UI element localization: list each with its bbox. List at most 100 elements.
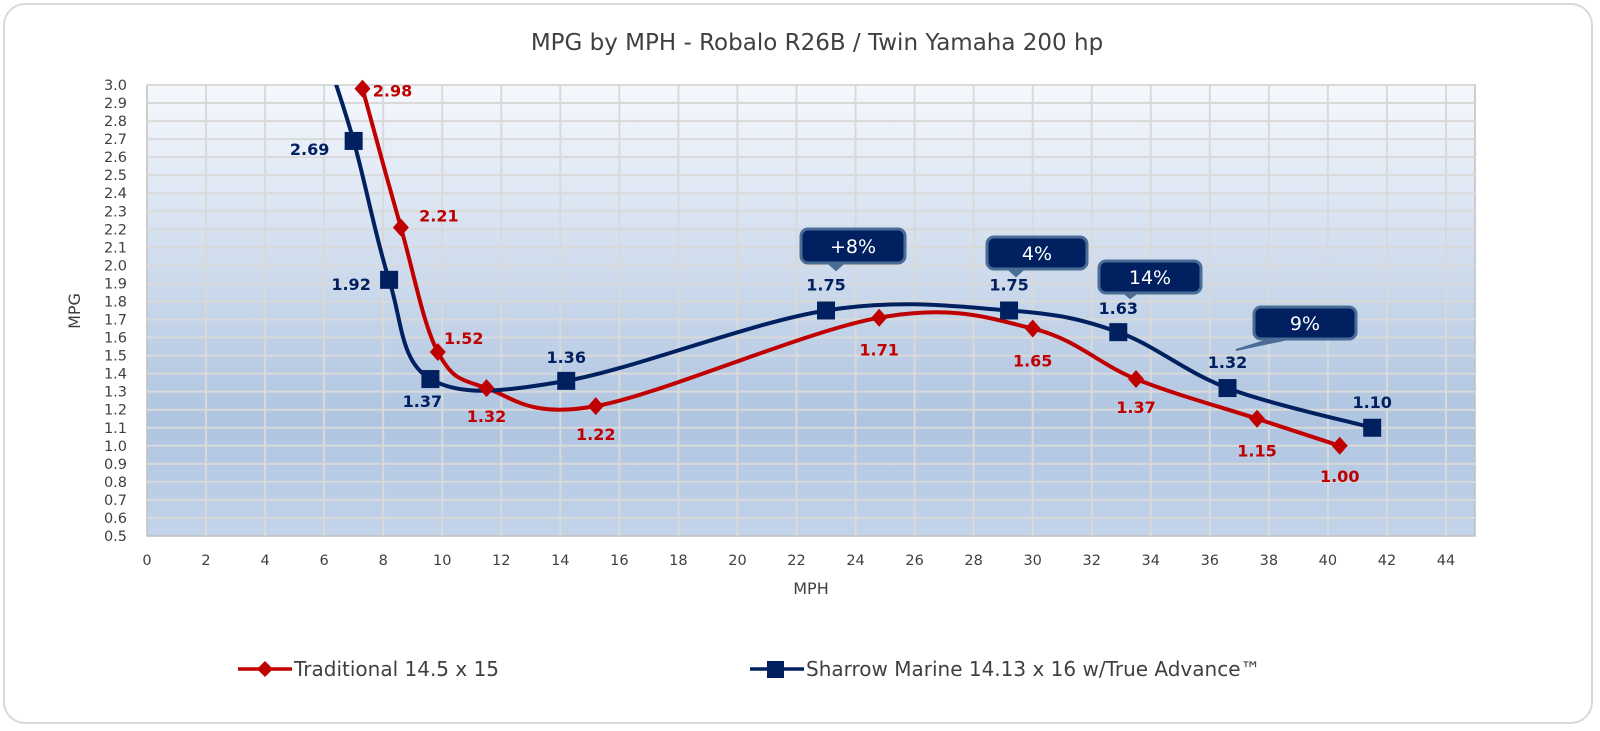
callout-box: 14% [1097,259,1203,300]
data-label: 1.32 [467,407,506,426]
y-tick-label: 1.9 [104,276,127,292]
markers-layer [344,79,1382,455]
x-tick-label: 20 [728,553,746,569]
data-point-square [380,270,399,289]
data-label: 1.32 [1208,353,1247,372]
legend: Traditional 14.5 x 15 Sharrow Marine 14.… [238,657,1261,681]
data-label: 1.00 [1320,467,1359,486]
x-tick-label: 2 [201,553,210,569]
y-tick-label: 0.7 [104,493,127,509]
y-tick-label: 1.5 [104,349,127,365]
x-tick-label: 38 [1260,553,1278,569]
data-label: 1.63 [1099,299,1138,318]
x-tick-label: 24 [846,553,864,569]
data-point-square [1363,418,1382,437]
y-tick-label: 2.6 [104,150,127,166]
y-tick-label: 1.0 [104,439,127,455]
data-label: 1.52 [444,329,483,348]
data-point-square [1000,301,1019,320]
y-tick-label: 2.9 [104,96,127,112]
data-label: 1.36 [546,348,585,367]
x-axis-ticks: 0 2 4 6 8 10 12 14 16 18 20 22 24 26 28 30 32 34 36 38 40 42 4… [142,553,1455,569]
data-label: 1.75 [806,276,845,295]
x-tick-label: 26 [905,553,923,569]
x-tick-label: 30 [1023,553,1041,569]
series-line-traditional [359,85,1341,448]
callout-body [985,235,1089,271]
data-point-square [421,370,440,389]
x-tick-label: 10 [433,553,451,569]
y-tick-label: 2.7 [104,132,127,148]
data-point-diamond [392,218,409,237]
callout-box: 4% [985,235,1089,278]
y-tick-label: 2.4 [104,186,127,202]
data-point-diamond [1128,370,1145,389]
callouts-layer: +8% 4% 14% 9% [799,227,1358,351]
callout-label: +8% [830,236,876,258]
x-tick-label: 12 [492,553,510,569]
data-point-square [817,301,836,320]
y-tick-label: 1.2 [104,403,127,419]
y-tick-label: 1.8 [104,294,127,310]
data-point-diamond [587,397,604,416]
callout-body [799,227,907,265]
series-line-sharrow [334,85,1373,430]
callout-body [1097,259,1203,295]
y-tick-label: 2.0 [104,258,127,274]
data-label: 1.92 [331,275,370,294]
callout-box: 9% [1235,305,1358,351]
y-axis-title: MPG [65,293,84,329]
x-tick-label: 40 [1319,553,1337,569]
y-tick-label: 1.7 [104,313,127,329]
y-tick-label: 3.0 [104,78,127,94]
data-point-diamond [871,308,888,327]
data-label: 2.21 [419,207,458,226]
data-label: 1.75 [989,276,1028,295]
data-point-square [557,371,576,390]
y-tick-label: 0.6 [104,511,127,527]
data-point-diamond [1249,409,1266,428]
y-tick-label: 1.3 [104,385,127,401]
y-tick-label: 2.8 [104,114,127,130]
data-label: 1.37 [1116,398,1155,417]
data-point-diamond [354,79,371,98]
y-tick-label: 0.9 [104,457,127,473]
series-layer [334,85,1373,448]
data-point-square [1218,379,1237,398]
data-point-diamond [429,342,446,361]
legend-item-sharrow[interactable]: Sharrow Marine 14.13 x 16 w/True Advance… [750,657,1261,681]
y-tick-label: 0.5 [104,529,127,545]
legend-square-icon [767,661,784,678]
x-tick-label: 36 [1201,553,1219,569]
data-label: 1.71 [859,341,898,360]
callout-box: +8% [799,227,907,272]
data-point-square [344,131,363,150]
data-point-square [1109,323,1128,342]
x-tick-label: 42 [1378,553,1396,569]
x-tick-label: 0 [142,553,151,569]
data-label: 1.37 [403,392,442,411]
y-tick-label: 2.2 [104,222,127,238]
data-labels-layer: 2.98 2.21 1.52 1.32 1.22 1.71 1.65 1.37 1.15 1.00… [290,82,1392,486]
data-label: 2.98 [373,82,412,101]
callout-label: 14% [1129,267,1171,289]
data-point-diamond [1024,319,1041,338]
callout-body [1252,305,1358,341]
data-point-diamond [1331,436,1348,455]
x-tick-label: 14 [551,553,569,569]
legend-item-traditional[interactable]: Traditional 14.5 x 15 [238,657,499,681]
data-label: 1.10 [1352,393,1391,412]
y-tick-label: 1.4 [104,367,127,383]
chart-title: MPG by MPH - Robalo R26B / Twin Yamaha 2… [531,30,1103,56]
legend-label-sharrow: Sharrow Marine 14.13 x 16 w/True Advance… [806,657,1261,681]
x-tick-label: 44 [1437,553,1455,569]
x-tick-label: 18 [669,553,687,569]
legend-diamond-icon [257,661,273,677]
x-axis-title: MPH [793,579,828,598]
data-point-diamond [478,379,495,398]
x-tick-label: 4 [260,553,269,569]
gridlines [147,84,1475,536]
data-label: 1.22 [576,425,615,444]
data-label: 2.69 [290,140,329,159]
y-axis-ticks: 0.5 0.6 0.7 0.8 0.9 1.0 1.1 1.2 1.3 1.4 1.5 1.6 1.7 1… [104,78,127,545]
